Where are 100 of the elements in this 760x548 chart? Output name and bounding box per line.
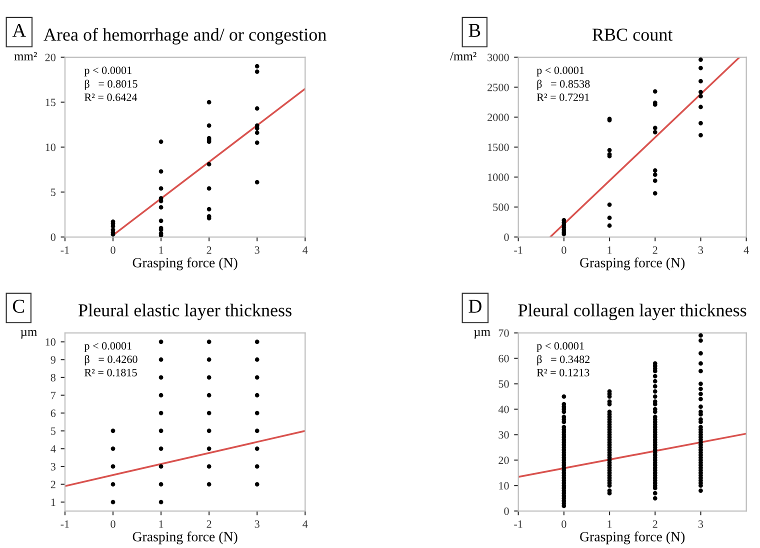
point <box>652 178 658 183</box>
annotation: R² = 0.6424 <box>84 94 138 102</box>
x-axis-title: Grasping force (N) <box>132 532 238 544</box>
point <box>607 148 612 152</box>
point <box>254 464 260 469</box>
x-tick-label: -1 <box>60 520 69 528</box>
point <box>206 100 212 104</box>
y-tick-label: 60 <box>498 354 509 362</box>
text: C <box>12 300 24 313</box>
y-tick-label: 10 <box>499 482 509 490</box>
point <box>698 79 703 84</box>
x-tick-label: 1 <box>608 246 612 254</box>
point <box>254 446 260 451</box>
x-tick-label: 3 <box>254 246 260 254</box>
chart-title: RBC count <box>592 28 673 41</box>
y-tick-label: 7 <box>51 392 56 400</box>
y-tick-label: 30 <box>498 431 509 439</box>
y-tick-label: 2500 <box>488 84 509 92</box>
point <box>158 446 164 451</box>
point <box>158 140 164 144</box>
y-tick-label: 4 <box>50 445 56 453</box>
point <box>158 428 164 434</box>
y-tick-label: 6 <box>50 410 56 418</box>
annotation: R² = 0.1213 <box>536 368 590 376</box>
point <box>652 191 658 196</box>
y-tick-label: 3 <box>50 462 56 470</box>
point <box>206 446 212 451</box>
x-tick-label: 2 <box>652 246 658 254</box>
point <box>698 104 703 110</box>
x-tick-label: 2 <box>206 520 212 528</box>
point <box>158 169 164 174</box>
y-tick-label: 1500 <box>488 144 509 152</box>
annotation: R² = 0.7291 <box>536 94 590 102</box>
y-tick-label: 0 <box>504 233 509 241</box>
chart-title: Pleural collagen layer thickness <box>518 304 746 320</box>
point <box>254 140 260 145</box>
y-tick-label: 50 <box>498 380 509 388</box>
y-axis-title: µm <box>20 330 38 339</box>
y-axis-title: µm <box>474 330 490 339</box>
text: D <box>468 300 482 313</box>
x-tick-label: 1 <box>159 520 164 528</box>
text: B <box>468 24 480 37</box>
point <box>254 69 260 74</box>
x-tick-label: 0 <box>562 246 566 254</box>
point <box>158 375 164 380</box>
point <box>110 500 116 504</box>
point <box>206 375 212 380</box>
point <box>206 162 212 166</box>
point <box>652 172 658 177</box>
y-tick-label: 5 <box>51 427 56 435</box>
point <box>607 216 612 220</box>
point <box>562 218 566 222</box>
y-tick-label: 70 <box>498 329 509 337</box>
point <box>206 410 212 416</box>
y-tick-label: 9 <box>50 356 56 364</box>
point <box>158 186 164 191</box>
x-tick-label: 3 <box>698 520 704 528</box>
y-tick-label: 10 <box>46 144 56 152</box>
annotation: p < 0.0001 <box>536 342 584 352</box>
x-tick-label: 0 <box>110 246 116 254</box>
x-tick-label: -1 <box>60 246 69 254</box>
point <box>110 446 116 451</box>
point <box>254 482 260 486</box>
point <box>652 168 658 173</box>
point <box>206 393 212 398</box>
point <box>698 66 703 70</box>
annotation: R² = 0.1815 <box>84 368 137 376</box>
point <box>698 90 703 94</box>
point <box>158 464 164 469</box>
x-tick-label: 2 <box>206 246 212 254</box>
point <box>698 57 703 62</box>
x-axis-title: Grasping force (N) <box>580 258 685 270</box>
y-tick-label: 20 <box>45 54 56 62</box>
x-tick-label: 0 <box>110 520 116 528</box>
point <box>158 218 164 224</box>
chart-title: Pleural elastic layer thickness <box>78 304 292 320</box>
annotation: β = 0.8015 <box>84 80 138 90</box>
y-tick-label: 10 <box>46 338 56 346</box>
point <box>206 206 212 212</box>
point <box>206 428 212 434</box>
point <box>110 428 116 434</box>
y-tick-label: 8 <box>50 374 56 382</box>
annotation: p < 0.0001 <box>536 66 584 76</box>
point <box>254 375 260 380</box>
text: A <box>12 24 26 37</box>
point <box>158 205 164 210</box>
annotation: β = 0.8538 <box>537 80 590 90</box>
point <box>158 482 164 486</box>
point <box>110 464 116 469</box>
point <box>652 89 658 94</box>
point <box>254 393 260 398</box>
point <box>254 64 260 68</box>
point <box>254 357 260 362</box>
point <box>110 482 116 486</box>
y-tick-label: 1000 <box>488 174 509 182</box>
annotation: p < 0.0001 <box>84 66 132 76</box>
y-tick-label: 15 <box>46 98 56 106</box>
y-tick-label: 1 <box>51 498 56 506</box>
y-tick-label: 500 <box>493 204 509 212</box>
y-axis-title: mm² <box>14 52 37 60</box>
